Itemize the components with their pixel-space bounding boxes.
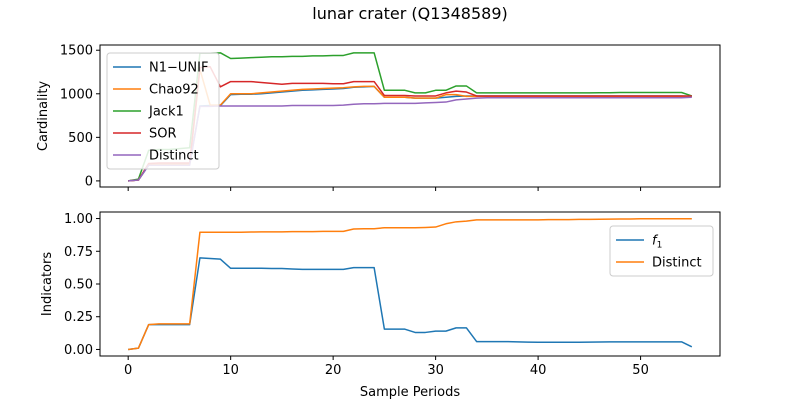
indicators-x-tick-label-4: 40 bbox=[530, 363, 547, 378]
indicators-x-tick-label-1: 10 bbox=[222, 363, 239, 378]
indicators-series-line-0 bbox=[128, 257, 693, 351]
indicators-x-tick-label-3: 30 bbox=[427, 363, 444, 378]
cardinality-y-tick-label-3: 1500 bbox=[60, 44, 93, 59]
cardinality-legend: N1−UNIF Chao92 Jack1 SOR Distinct bbox=[106, 52, 220, 170]
cardinality-series-line-4 bbox=[128, 96, 692, 182]
indicators-y-ticks: 0.00 0.25 0.50 0.75 1.00 bbox=[64, 212, 100, 358]
indicators-y-tick-label-0: 0.00 bbox=[64, 343, 93, 358]
cardinality-legend-label-0: N1−UNIF bbox=[149, 61, 208, 76]
indicators-y-tick-label-2: 0.50 bbox=[64, 278, 93, 293]
indicators-y-tick-label-3: 0.75 bbox=[64, 245, 93, 260]
indicators-x-tick-label-2: 20 bbox=[325, 363, 342, 378]
cardinality-y-axis-title: Cardinality bbox=[36, 81, 51, 152]
cardinality-y-tick-label-2: 1000 bbox=[60, 87, 93, 102]
cardinality-series-line-2 bbox=[128, 52, 693, 182]
cardinality-legend-label-3: SOR bbox=[149, 127, 177, 142]
cardinality-series-layer bbox=[128, 52, 693, 182]
cardinality-axes-frame bbox=[99, 44, 721, 188]
cardinality-series-line-3 bbox=[128, 66, 692, 182]
indicators-legend-label-1: Distinct bbox=[652, 256, 702, 271]
cardinality-y-tick-label-1: 500 bbox=[68, 131, 93, 146]
indicators-x-tick-label-0: 0 bbox=[124, 363, 132, 378]
cardinality-legend-box bbox=[106, 52, 220, 170]
cardinality-panel: 0 500 1000 1500 Cardinality N1−UNIF Chao92 Ja… bbox=[36, 44, 721, 191]
indicators-x-ticks: 0 10 20 30 40 50 bbox=[124, 356, 649, 378]
indicators-panel: 0.00 0.25 0.50 0.75 1.00 0 10 20 30 40 50 Indicat… bbox=[40, 211, 721, 378]
indicators-y-tick-label-1: 0.25 bbox=[64, 310, 93, 325]
indicators-y-tick-label-4: 1.00 bbox=[64, 212, 93, 227]
indicators-series-layer bbox=[128, 218, 693, 351]
x-axis-title: Sample Periods bbox=[360, 385, 460, 400]
figure-title: lunar crater (Q1348589) bbox=[312, 4, 508, 23]
indicators-series-line-1 bbox=[128, 218, 692, 351]
cardinality-legend-label-4: Distinct bbox=[149, 149, 199, 164]
indicators-x-tick-label-5: 50 bbox=[632, 363, 649, 378]
cardinality-y-ticks: 0 500 1000 1500 bbox=[60, 44, 100, 189]
indicators-legend-box bbox=[609, 225, 714, 277]
cardinality-y-tick-label-0: 0 bbox=[85, 174, 93, 189]
indicators-y-axis-title: Indicators bbox=[40, 252, 55, 316]
cardinality-legend-label-2: Jack1 bbox=[148, 105, 184, 120]
cardinality-legend-label-1: Chao92 bbox=[149, 83, 199, 98]
indicators-legend-label-0: f1 bbox=[652, 234, 662, 251]
cardinality-x-ticks bbox=[127, 187, 642, 191]
indicators-legend: f1 Distinct bbox=[609, 225, 714, 277]
